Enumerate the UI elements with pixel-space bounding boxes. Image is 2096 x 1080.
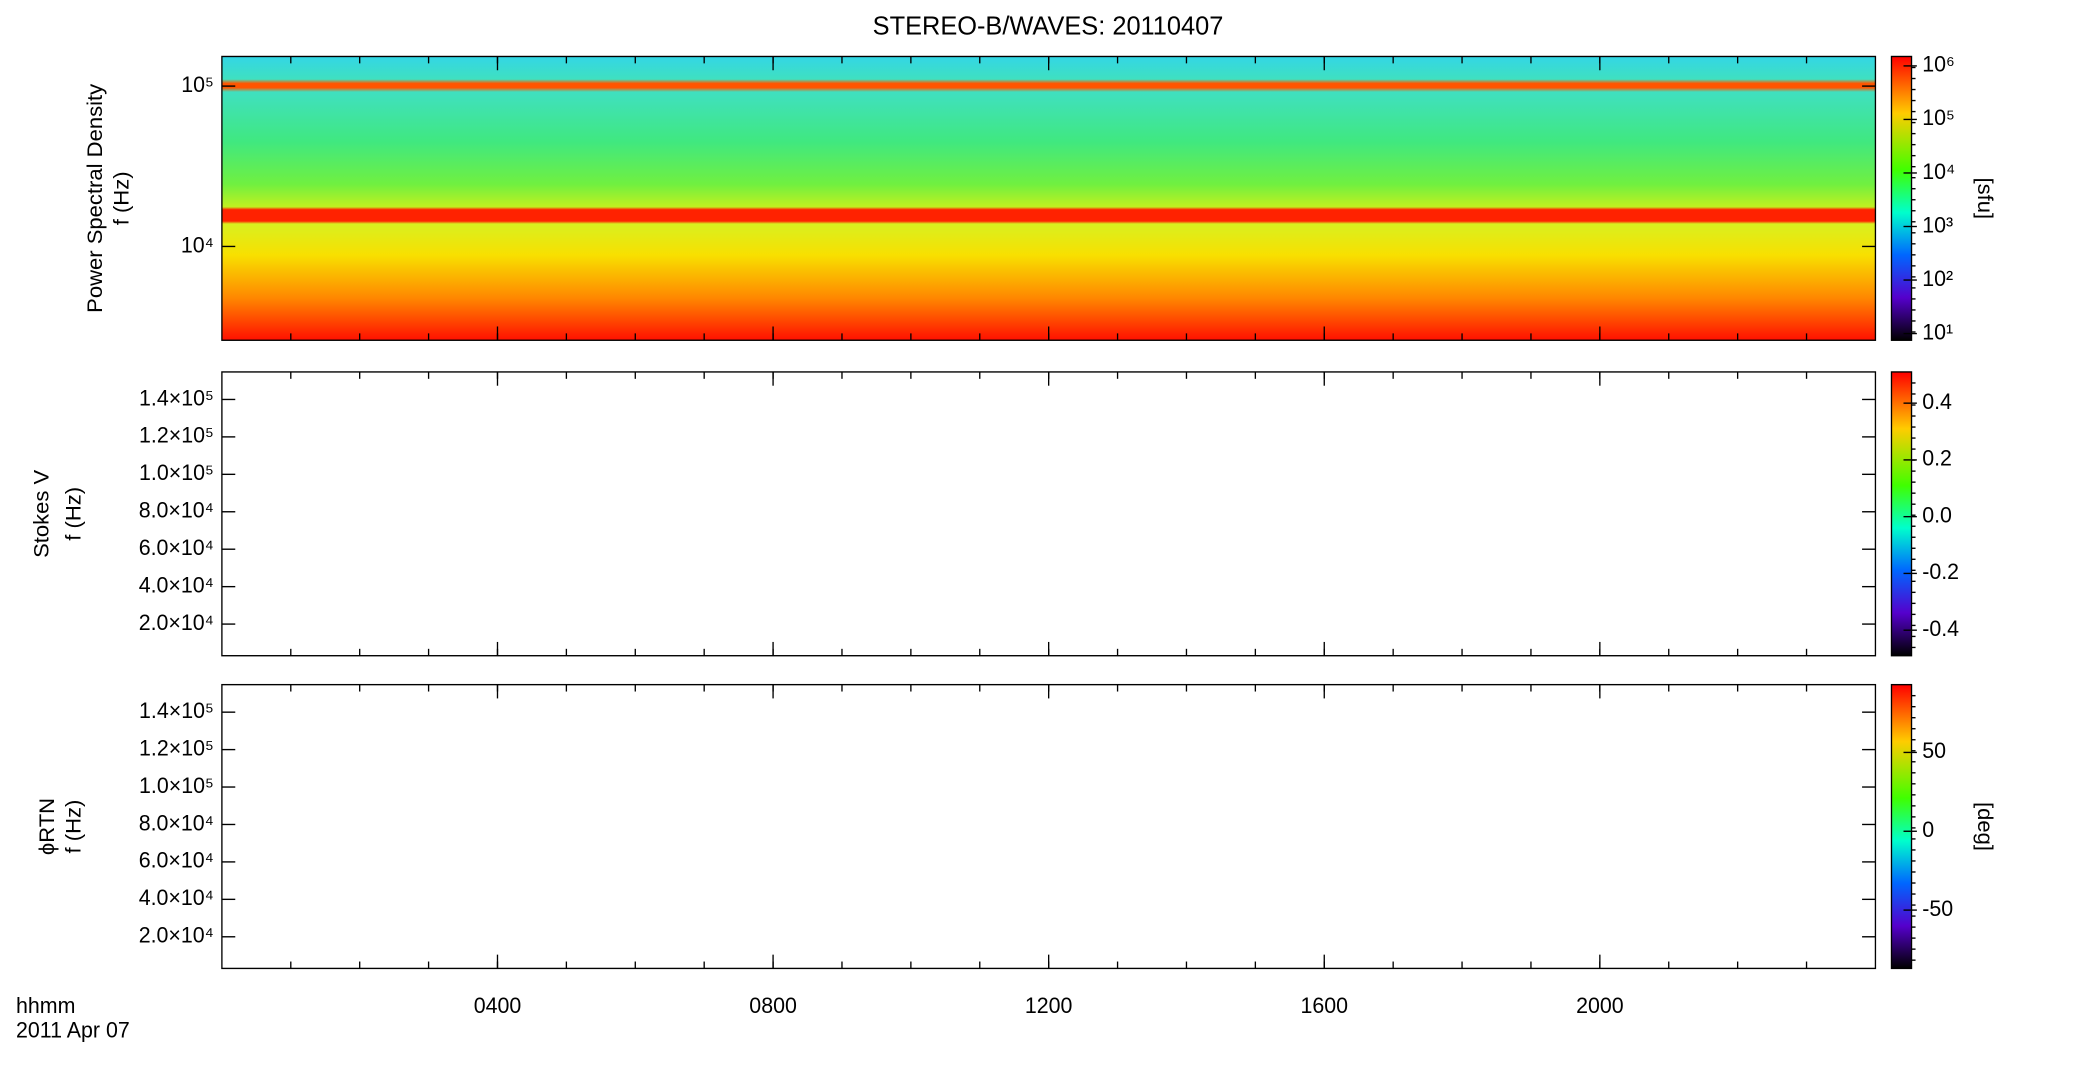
y-tick-label: 8.0×10⁴ bbox=[139, 810, 214, 835]
colorbar-tick-label: 10⁵ bbox=[1922, 105, 1955, 130]
x-axis-date: 2011 Apr 07 bbox=[16, 1017, 130, 1042]
y-tick-label: 1.0×10⁵ bbox=[139, 773, 214, 798]
colorbar-label: [deg] bbox=[1973, 802, 1998, 851]
y-axis-label: Power Spectral Density bbox=[82, 84, 107, 313]
y-axis-label: Stokes V bbox=[29, 469, 54, 558]
y-tick-label: 10⁴ bbox=[181, 232, 214, 257]
y-tick-label: 6.0×10⁴ bbox=[139, 535, 214, 560]
x-tick-label: 1600 bbox=[1300, 993, 1348, 1018]
colorbar bbox=[1890, 371, 1913, 657]
spectrogram bbox=[221, 56, 1876, 341]
y-tick-label: 4.0×10⁴ bbox=[139, 572, 214, 597]
colorbar-tick-label: 0.0 bbox=[1922, 502, 1952, 527]
colorbar-tick-label: 10⁶ bbox=[1922, 51, 1955, 76]
colorbar-tick-label: 10⁴ bbox=[1922, 158, 1955, 183]
y-tick-label: 2.0×10⁴ bbox=[139, 922, 214, 947]
y-tick-label: 8.0×10⁴ bbox=[139, 497, 214, 522]
y-tick-label: 1.4×10⁵ bbox=[139, 385, 214, 410]
x-tick-label: 0800 bbox=[749, 993, 797, 1018]
x-tick-label: 1200 bbox=[1025, 993, 1073, 1018]
y-axis-label: f (Hz) bbox=[61, 800, 86, 854]
colorbar bbox=[1890, 683, 1913, 970]
x-tick-label: 2000 bbox=[1576, 993, 1624, 1018]
y-tick-label: 4.0×10⁴ bbox=[139, 885, 214, 910]
y-tick-label: 6.0×10⁴ bbox=[139, 847, 214, 872]
x-tick-label: 0400 bbox=[474, 993, 522, 1018]
y-axis-label: f (Hz) bbox=[61, 487, 86, 541]
x-axis-label: hhmm bbox=[16, 993, 75, 1018]
y-axis-label: f (Hz) bbox=[109, 171, 134, 225]
y-tick-label: 1.2×10⁵ bbox=[139, 735, 214, 760]
colorbar-tick-label: 0.4 bbox=[1922, 389, 1952, 414]
colorbar-tick-label: 10² bbox=[1922, 266, 1953, 291]
colorbar-tick-label: 50 bbox=[1922, 738, 1946, 763]
plot-frame bbox=[221, 683, 1877, 970]
colorbar-tick-label: -50 bbox=[1922, 896, 1953, 921]
chart-title: STEREO-B/WAVES: 20110407 bbox=[873, 12, 1224, 40]
plot-frame bbox=[221, 371, 1877, 657]
colorbar-tick-label: -0.4 bbox=[1922, 616, 1959, 641]
colorbar-tick-label: 10³ bbox=[1922, 212, 1953, 237]
colorbar-tick-label: 10¹ bbox=[1922, 319, 1953, 344]
colorbar bbox=[1890, 55, 1913, 341]
colorbar-tick-label: 0.2 bbox=[1922, 445, 1952, 470]
y-tick-label: 1.2×10⁵ bbox=[139, 422, 214, 447]
y-axis-label: ϕRTN bbox=[34, 798, 59, 855]
colorbar-tick-label: -0.2 bbox=[1922, 559, 1959, 584]
y-tick-label: 1.0×10⁵ bbox=[139, 460, 214, 485]
colorbar-tick-label: 0 bbox=[1922, 817, 1934, 842]
y-tick-label: 1.4×10⁵ bbox=[139, 698, 214, 723]
y-tick-label: 2.0×10⁴ bbox=[139, 610, 214, 635]
y-tick-label: 10⁵ bbox=[181, 72, 214, 97]
colorbar-label: [sfu] bbox=[1973, 178, 1998, 220]
